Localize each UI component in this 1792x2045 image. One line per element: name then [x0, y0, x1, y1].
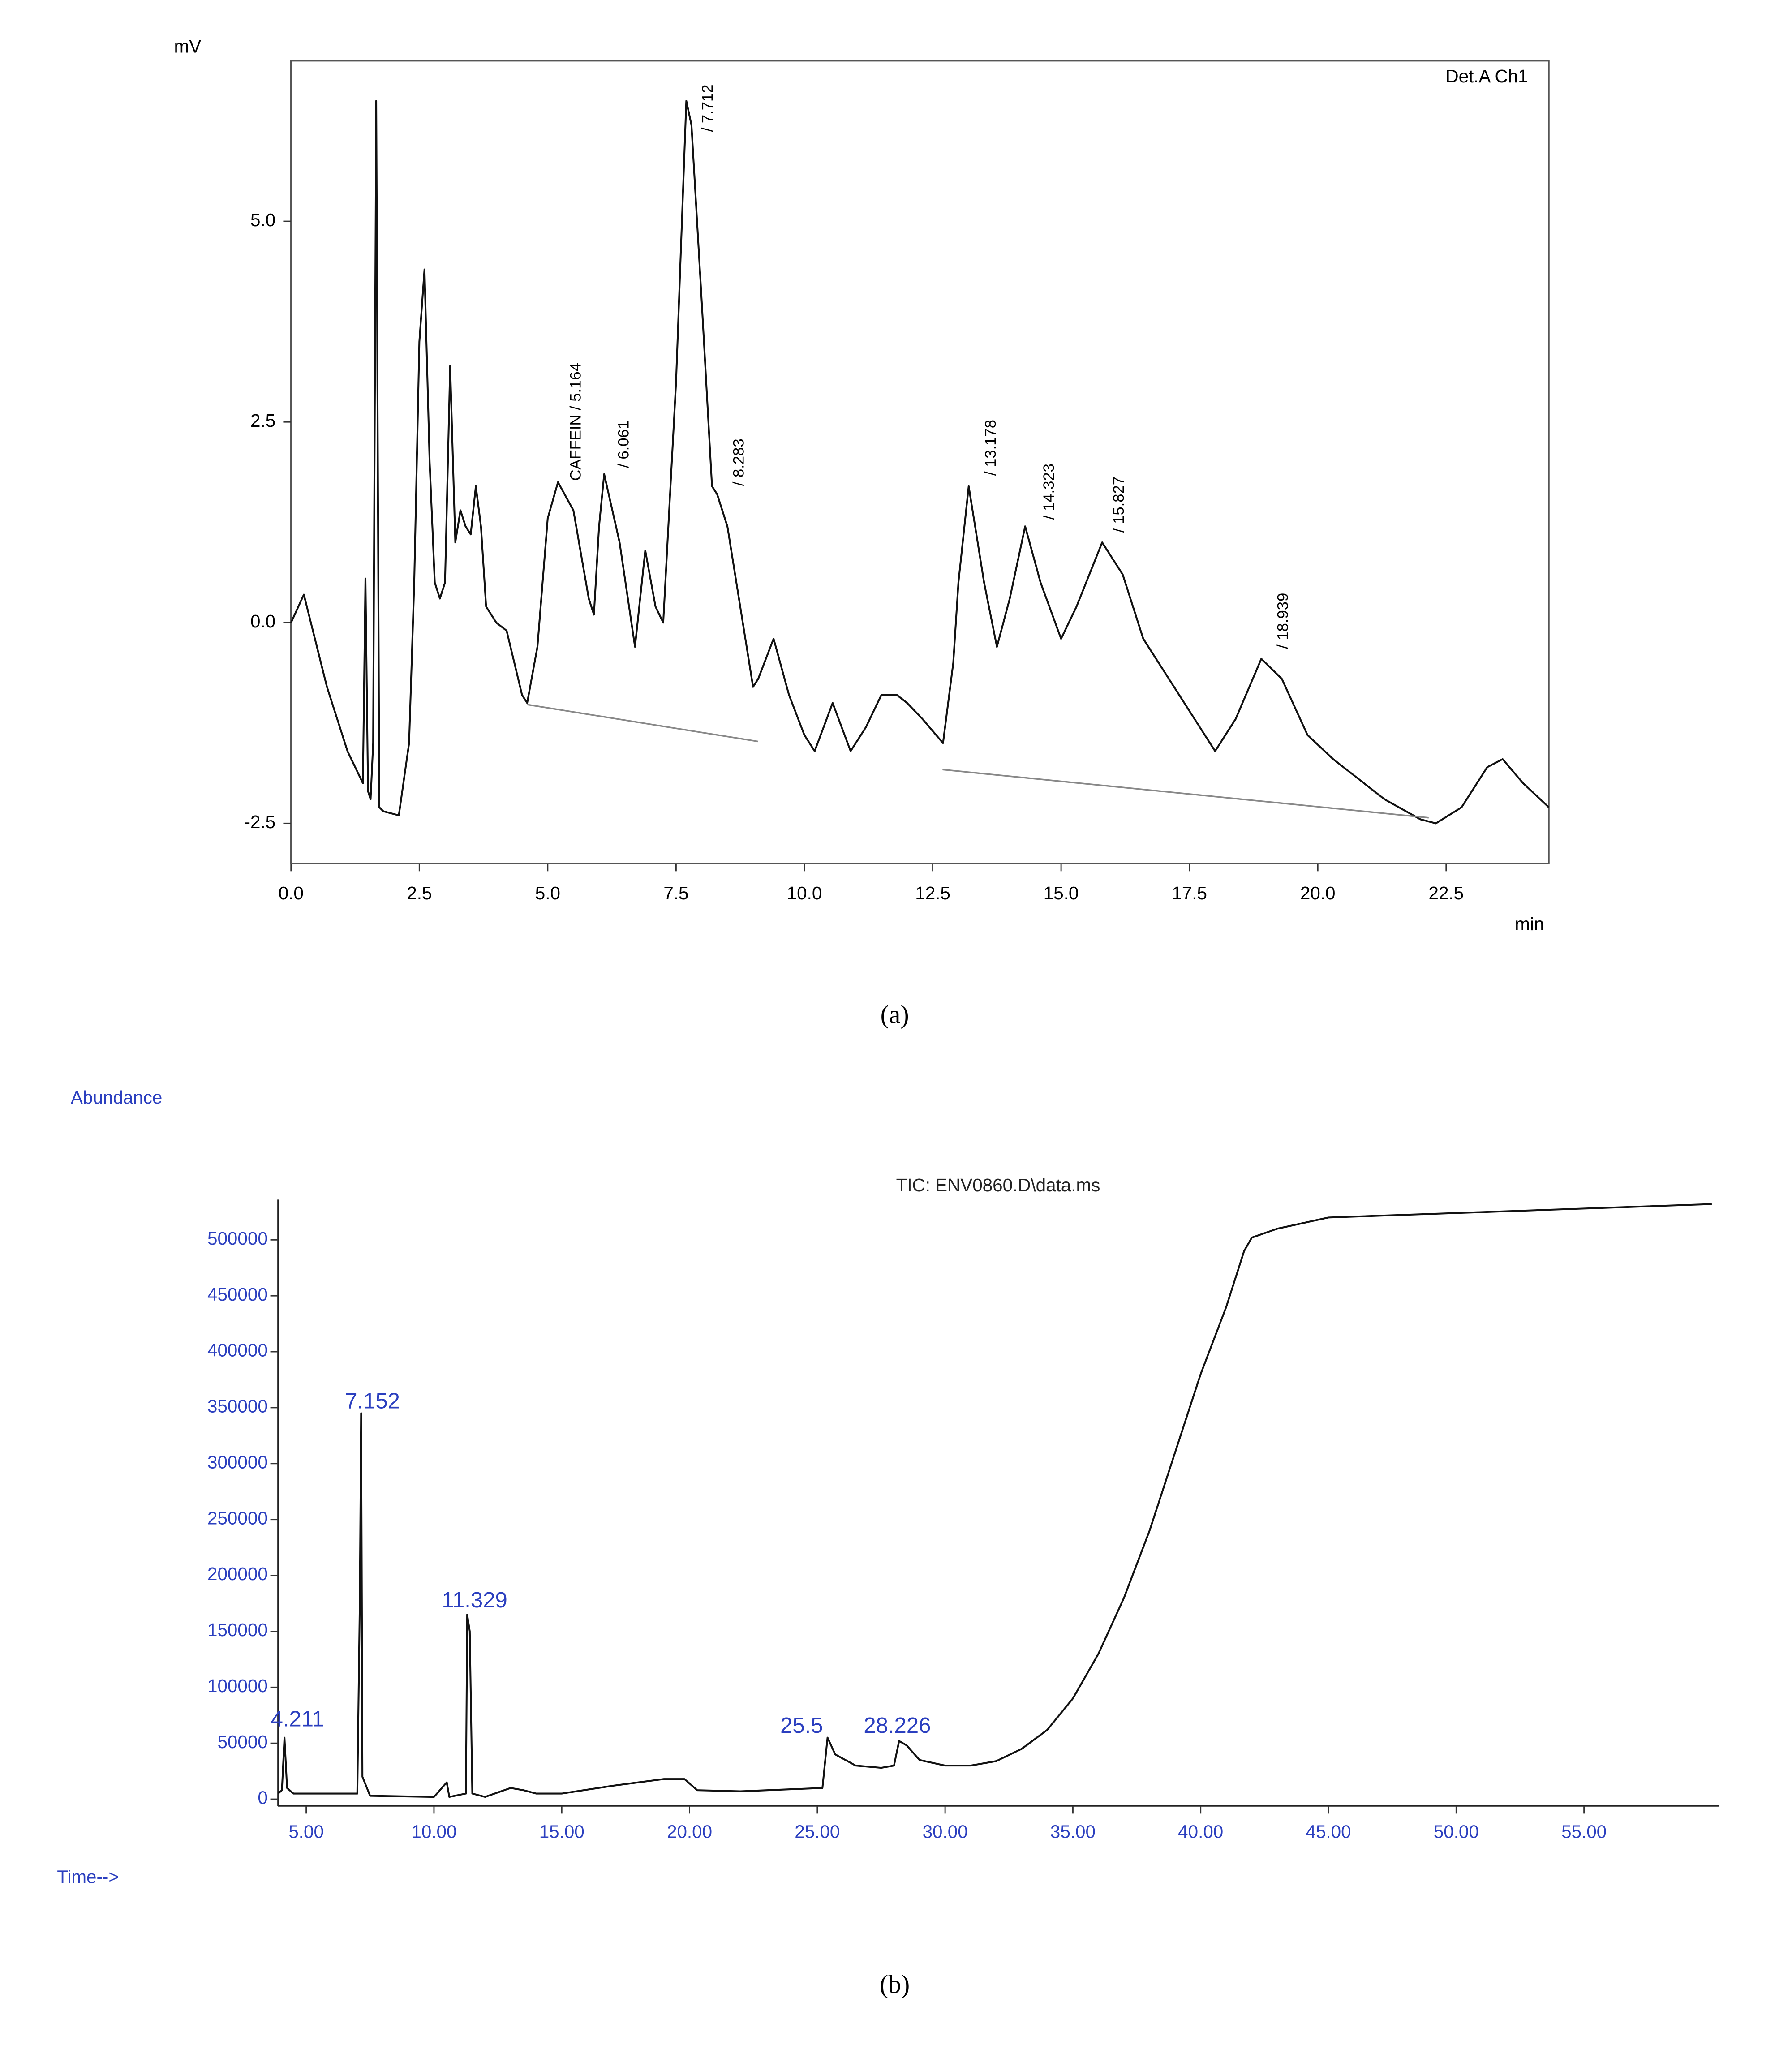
y-tick-label: 200000	[207, 1564, 268, 1584]
x-tick-label: 2.5	[407, 883, 432, 903]
y-tick-label: 300000	[207, 1452, 268, 1472]
y-tick-label: 500000	[207, 1228, 268, 1249]
peak-label: 28.226	[864, 1714, 931, 1738]
x-tick-label: 45.00	[1306, 1821, 1351, 1842]
x-tick-label: 15.00	[539, 1821, 584, 1842]
x-tick-label: 35.00	[1050, 1821, 1096, 1842]
peak-label: / 6.061	[615, 421, 632, 468]
peak-label: CAFFEIN / 5.164	[567, 363, 584, 481]
x-tick-label: 15.0	[1044, 883, 1079, 903]
x-tick-label: 55.00	[1561, 1821, 1607, 1842]
y-tick-label: 450000	[207, 1284, 268, 1305]
trace	[277, 1203, 1712, 1798]
x-tick-label: 25.00	[795, 1821, 840, 1842]
y-tick-label: 50000	[217, 1731, 267, 1752]
x-tick-label: 17.5	[1172, 883, 1207, 903]
peak-label: 7.152	[345, 1389, 400, 1413]
peak-label: 11.329	[442, 1588, 507, 1612]
peak-label: / 7.712	[699, 85, 716, 132]
plot-frame	[290, 60, 1550, 864]
caption: (a)	[881, 1001, 909, 1029]
y-tick-label: 0	[258, 1787, 267, 1808]
x-tick-label: 5.0	[535, 883, 560, 903]
x-tick-label: 40.00	[1178, 1821, 1223, 1842]
x-tick-label: 5.00	[288, 1821, 324, 1842]
y-axis-label: Abundance	[71, 1087, 162, 1108]
peak-label: / 13.178	[982, 420, 999, 476]
y-tick-label: 2.5	[250, 410, 275, 431]
y-tick-label: 400000	[207, 1340, 268, 1361]
x-tick-label: 22.5	[1428, 883, 1464, 903]
y-tick-label: 5.0	[250, 210, 275, 230]
x-axis-label: min	[1515, 914, 1544, 934]
trace	[290, 100, 1550, 825]
trace	[527, 704, 759, 743]
channel-label: Det.A Ch1	[1445, 66, 1528, 86]
y-tick-label: -2.5	[245, 812, 276, 832]
x-tick-label: 12.5	[915, 883, 950, 903]
x-tick-label: 50.00	[1434, 1821, 1479, 1842]
trace	[942, 769, 1429, 819]
y-tick-label: 250000	[207, 1508, 268, 1528]
peak-label: / 14.323	[1040, 464, 1057, 520]
x-axis-label: Time-->	[57, 1866, 119, 1887]
caption: (b)	[880, 1970, 910, 1998]
x-tick-label: 7.5	[663, 883, 688, 903]
peak-label: / 8.283	[730, 438, 747, 486]
chart-title: TIC: ENV0860.D\data.ms	[896, 1175, 1100, 1195]
y-tick-label: 100000	[207, 1676, 268, 1696]
y-tick-label: 350000	[207, 1396, 268, 1417]
peak-label: / 15.827	[1110, 477, 1127, 533]
x-tick-label: 10.0	[787, 883, 822, 903]
y-tick-label: 0.0	[250, 611, 275, 632]
y-tick-label: 150000	[207, 1620, 268, 1640]
x-tick-label: 30.00	[923, 1821, 968, 1842]
peak-label: 25.5	[780, 1714, 823, 1738]
x-tick-label: 20.00	[667, 1821, 712, 1842]
y-axis-label: mV	[174, 36, 202, 56]
x-tick-label: 10.00	[411, 1821, 456, 1842]
x-tick-label: 0.0	[279, 883, 304, 903]
peak-label: / 18.939	[1275, 593, 1292, 649]
x-tick-label: 20.0	[1300, 883, 1336, 903]
peak-label: 4.211	[271, 1707, 324, 1731]
